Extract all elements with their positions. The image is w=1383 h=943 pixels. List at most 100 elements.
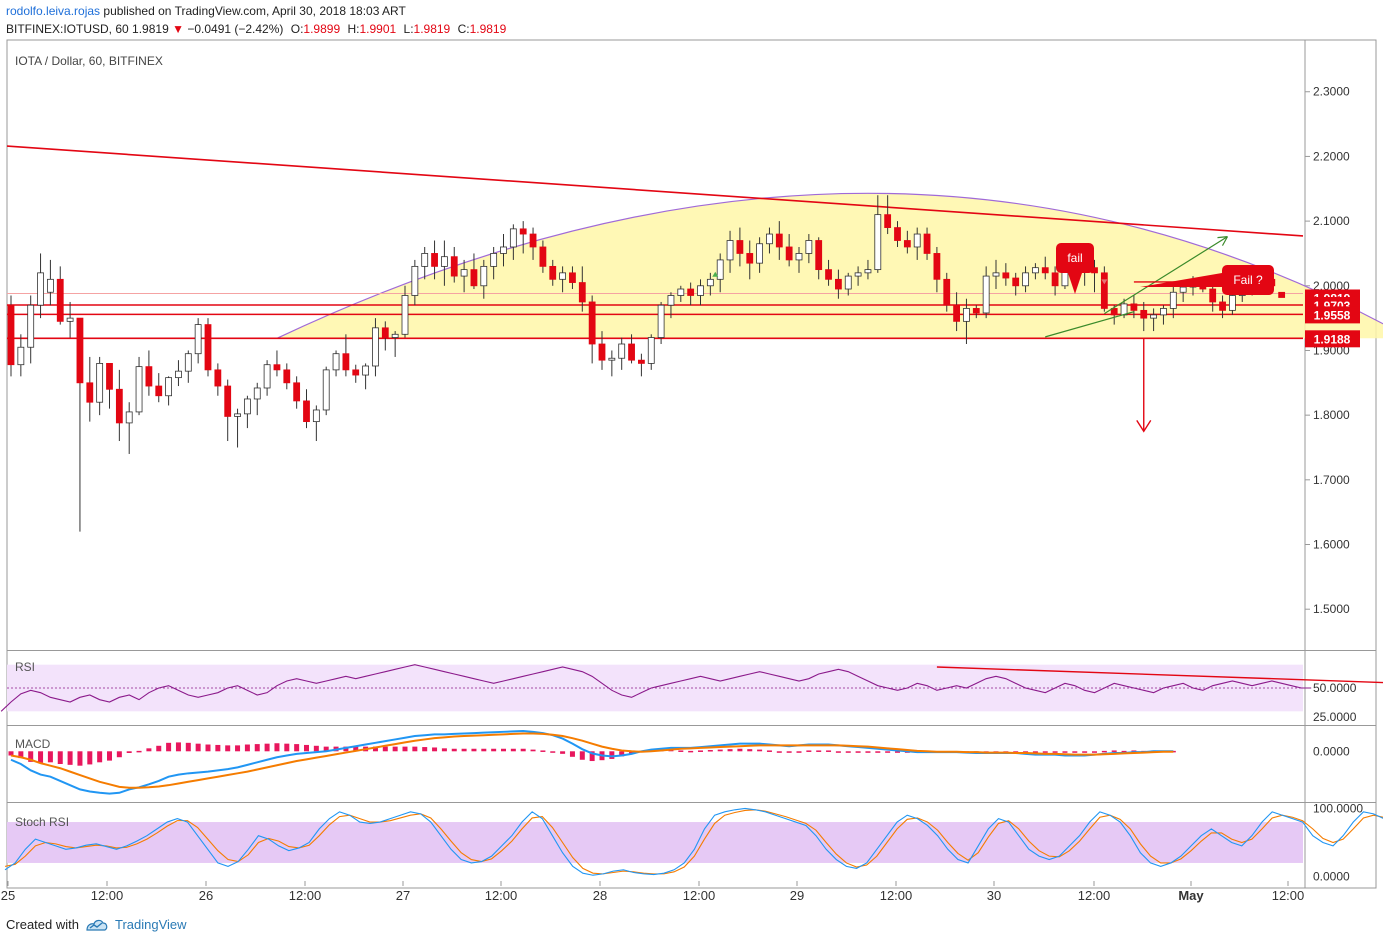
candle-body bbox=[529, 233, 537, 248]
macd-histogram-bar bbox=[510, 748, 516, 752]
macd-histogram-bar bbox=[215, 744, 221, 752]
rsi-line bbox=[0, 664, 1312, 712]
macd-histogram-bar bbox=[796, 751, 802, 753]
macd-histogram-bar bbox=[1092, 751, 1097, 753]
candle-body bbox=[894, 227, 901, 241]
time-tick-label: 29 bbox=[790, 888, 804, 903]
candle-body bbox=[1002, 272, 1010, 279]
macd-histogram-bar bbox=[1072, 751, 1078, 753]
close-label: C: bbox=[457, 22, 470, 36]
macd-histogram-bar bbox=[895, 751, 900, 753]
macd-histogram-bar bbox=[166, 742, 172, 752]
macd-histogram-bar bbox=[313, 745, 319, 752]
candle-body bbox=[1130, 303, 1138, 311]
macd-histogram-bar bbox=[1101, 750, 1107, 753]
macd-histogram-bar bbox=[87, 751, 93, 765]
candle-body bbox=[1022, 272, 1029, 287]
macd-histogram-bar bbox=[18, 751, 24, 759]
macd-histogram-bar bbox=[185, 742, 191, 752]
tradingview-brand-link[interactable]: TradingView bbox=[114, 917, 187, 932]
stoch-band bbox=[7, 822, 1303, 863]
up-signal-marker bbox=[712, 271, 719, 277]
macd-histogram-bar bbox=[205, 744, 211, 752]
macd-histogram-bar bbox=[136, 750, 142, 753]
macd-histogram-bar bbox=[678, 750, 684, 752]
macd-histogram-bar bbox=[589, 751, 595, 762]
stoch-tick-label: 0.0000 bbox=[1313, 870, 1350, 884]
open-value: 1.9899 bbox=[303, 22, 341, 36]
candle-body bbox=[1032, 267, 1039, 274]
macd-histogram-bar bbox=[8, 751, 14, 756]
candle-body bbox=[1110, 308, 1118, 316]
author-link[interactable]: rodolfo.leiva.rojas bbox=[6, 4, 101, 18]
price-tick-label: 1.6000 bbox=[1313, 538, 1350, 552]
macd-histogram-bar bbox=[501, 748, 506, 752]
candle-body bbox=[559, 272, 566, 280]
candle-body bbox=[923, 233, 931, 254]
candle-body bbox=[135, 366, 143, 413]
candle-body bbox=[874, 214, 882, 271]
price-label-box bbox=[1305, 306, 1360, 324]
low-value: 1.9819 bbox=[413, 22, 451, 36]
price-label-box bbox=[1305, 330, 1360, 348]
fail-question-callout-box bbox=[1222, 265, 1274, 295]
candle-body bbox=[431, 253, 438, 267]
macd-histogram-bar bbox=[382, 746, 388, 752]
candle-body bbox=[214, 369, 222, 387]
stoch-title: Stoch RSI bbox=[15, 815, 69, 829]
candle-body bbox=[746, 253, 754, 264]
macd-histogram-bar bbox=[353, 746, 359, 752]
price-tick-label: 1.7000 bbox=[1313, 473, 1350, 487]
down-arrow-icon: ▼ bbox=[172, 22, 184, 36]
candle-body bbox=[1229, 295, 1236, 311]
fail-callout-pointer bbox=[1068, 273, 1082, 294]
macd-histogram-bar bbox=[747, 749, 753, 752]
macd-histogram-bar bbox=[284, 743, 290, 752]
candle-body bbox=[1150, 314, 1157, 319]
candle-body bbox=[273, 364, 281, 371]
time-tick-label: 12:00 bbox=[1078, 888, 1111, 903]
macd-line bbox=[10, 729, 1174, 795]
macd-histogram-bar bbox=[776, 751, 782, 753]
candle-body bbox=[293, 382, 301, 402]
candle-body bbox=[194, 324, 202, 355]
macd-histogram-bar bbox=[116, 751, 122, 758]
macd-histogram-bar bbox=[520, 748, 526, 752]
macd-histogram-bar bbox=[235, 745, 241, 752]
candle-body bbox=[440, 256, 448, 267]
candle-body bbox=[982, 275, 990, 314]
candle-body bbox=[460, 269, 468, 277]
price-label-text: 1.9558 bbox=[1314, 308, 1351, 322]
time-tick-label: 30 bbox=[987, 888, 1001, 903]
time-tick-label: 12:00 bbox=[1272, 888, 1305, 903]
macd-histogram-bar bbox=[264, 743, 270, 752]
macd-histogram-bar bbox=[38, 751, 44, 763]
candle-body bbox=[1219, 301, 1226, 311]
macd-histogram-bar bbox=[254, 744, 260, 752]
time-tick-label: 12:00 bbox=[91, 888, 124, 903]
macd-histogram-bar bbox=[294, 744, 300, 752]
macd-histogram-bar bbox=[225, 745, 231, 752]
candle-body bbox=[687, 288, 695, 296]
price-tick-label: 1.5000 bbox=[1313, 602, 1350, 616]
macd-histogram-bar bbox=[156, 745, 162, 752]
fail-question-callout-text: Fail ? bbox=[1233, 273, 1263, 287]
candle-body bbox=[283, 369, 291, 384]
candle-body bbox=[1209, 288, 1217, 303]
candle-body bbox=[992, 272, 1000, 277]
time-tick-label: May bbox=[1178, 888, 1204, 903]
candle-body bbox=[1160, 308, 1167, 316]
candle-body bbox=[697, 285, 704, 296]
candle-body bbox=[569, 272, 576, 283]
macd-histogram-bar bbox=[865, 751, 871, 753]
macd-histogram-bar bbox=[28, 751, 34, 762]
macd-histogram-bar bbox=[826, 750, 832, 752]
macd-histogram-bar bbox=[855, 751, 861, 753]
macd-histogram-bar bbox=[451, 748, 457, 752]
publish-info: published on TradingView.com, April 30, … bbox=[103, 4, 406, 18]
low-label: L: bbox=[403, 22, 414, 36]
macd-histogram-bar bbox=[47, 751, 53, 763]
price-tick-label: 2.0000 bbox=[1313, 279, 1350, 293]
macd-histogram-bar bbox=[560, 751, 566, 754]
